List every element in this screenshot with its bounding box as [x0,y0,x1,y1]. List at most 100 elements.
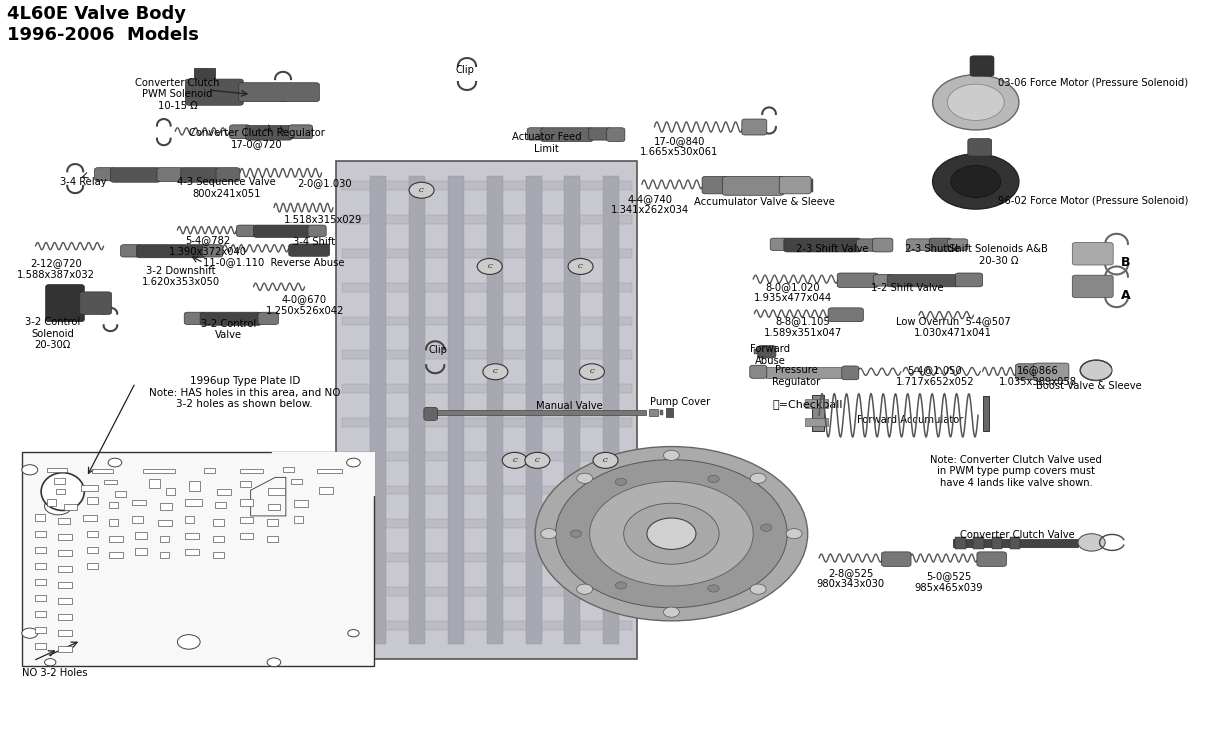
Text: 1-2 Shift Valve: 1-2 Shift Valve [872,283,944,293]
Bar [115,491,126,496]
Circle shape [1078,534,1105,551]
Text: Low Overrun  5-4@507
1.030x471x041: Low Overrun 5-4@507 1.030x471x041 [896,316,1010,338]
Bar [565,176,580,644]
Circle shape [647,518,696,550]
Text: 2-3 Shuttle: 2-3 Shuttle [906,244,960,254]
Circle shape [708,585,719,592]
Bar [81,485,98,491]
Text: C: C [487,264,492,269]
Circle shape [624,503,719,564]
Bar [268,488,285,495]
Bar [240,480,251,486]
Text: Shift Solenoids A&B
20-30 Ω: Shift Solenoids A&B 20-30 Ω [949,244,1048,265]
Text: Forward Accumulator: Forward Accumulator [857,416,963,425]
FancyBboxPatch shape [259,312,278,324]
Circle shape [951,165,1000,198]
FancyBboxPatch shape [186,79,243,105]
FancyBboxPatch shape [181,168,220,182]
Bar [132,516,143,523]
FancyBboxPatch shape [770,238,788,251]
Bar [317,469,342,473]
Bar [86,547,98,553]
Text: Clip: Clip [429,345,447,355]
Circle shape [932,154,1019,209]
Bar [336,161,637,658]
Bar [35,595,46,601]
Bar [1010,537,1020,549]
Circle shape [524,453,550,468]
Text: 2-3 Shift Valve: 2-3 Shift Valve [796,244,869,254]
Text: 4-4@740
1.341x262x034: 4-4@740 1.341x262x034 [611,194,688,216]
Bar [342,351,631,359]
Circle shape [45,658,56,666]
Circle shape [477,259,503,274]
Text: 2-8@525
980x343x030: 2-8@525 980x343x030 [817,568,885,590]
FancyBboxPatch shape [742,119,767,135]
Text: 17-0@840
1.665x530x061: 17-0@840 1.665x530x061 [640,136,719,157]
Bar [982,397,989,432]
Circle shape [540,529,557,539]
Circle shape [347,630,359,637]
FancyBboxPatch shape [977,552,1006,566]
Bar [342,587,631,596]
Bar [319,487,333,494]
Text: C: C [419,187,424,192]
Text: 5-0@525
985x465x039: 5-0@525 985x465x039 [914,572,983,593]
FancyBboxPatch shape [758,346,776,358]
Circle shape [347,459,361,467]
Text: Note: Converter Clutch Valve used
in PWM type pump covers must
have 4 lands like: Note: Converter Clutch Valve used in PWM… [930,455,1102,488]
Bar [805,418,828,426]
FancyBboxPatch shape [540,128,594,141]
Bar [109,502,118,508]
Bar [186,549,199,555]
FancyBboxPatch shape [929,238,952,252]
FancyBboxPatch shape [289,244,329,257]
Text: Forward
Abuse: Forward Abuse [750,344,790,366]
Bar [35,514,45,521]
Bar [342,215,631,224]
Bar [212,552,223,558]
FancyBboxPatch shape [424,408,437,421]
Circle shape [267,658,280,666]
Circle shape [409,182,435,198]
Bar [805,399,828,408]
Bar [132,499,146,505]
FancyBboxPatch shape [185,312,205,324]
FancyBboxPatch shape [1072,275,1113,297]
Text: C: C [578,264,583,269]
Text: Clip: Clip [455,66,475,75]
Text: 4-3 Sequence Valve
800x241x051: 4-3 Sequence Valve 800x241x051 [177,177,276,199]
Bar [186,516,194,523]
Text: NO 3-2 Holes: NO 3-2 Holes [22,668,87,678]
FancyBboxPatch shape [254,225,312,238]
FancyBboxPatch shape [970,56,994,77]
FancyBboxPatch shape [955,273,982,286]
Bar [58,518,69,524]
Circle shape [503,453,527,468]
Bar [143,469,175,473]
Text: 3-4 Relay: 3-4 Relay [59,177,107,187]
Polygon shape [250,477,285,516]
Bar [22,452,374,666]
Bar [166,488,175,495]
Text: 96-02 Force Motor (Pressure Solenoid): 96-02 Force Motor (Pressure Solenoid) [998,195,1189,206]
Bar [35,563,46,569]
Bar [342,621,631,630]
Bar [58,647,72,652]
Bar [58,550,72,556]
Bar [109,552,123,558]
Bar [810,179,813,192]
Bar [240,533,254,539]
Bar [240,469,262,473]
Bar [86,563,98,569]
Text: 3-2 Downshift
1.620x353x050: 3-2 Downshift 1.620x353x050 [142,266,220,287]
Text: 2-12@720
1.588x387x032: 2-12@720 1.588x387x032 [17,259,95,280]
Text: 1.518x315x029: 1.518x315x029 [284,215,362,225]
Circle shape [177,635,200,650]
FancyBboxPatch shape [750,365,767,378]
Circle shape [108,459,121,467]
Text: Actuator Feed
Limit: Actuator Feed Limit [511,132,582,154]
FancyBboxPatch shape [828,308,863,321]
Bar [370,176,386,644]
FancyBboxPatch shape [527,128,545,140]
